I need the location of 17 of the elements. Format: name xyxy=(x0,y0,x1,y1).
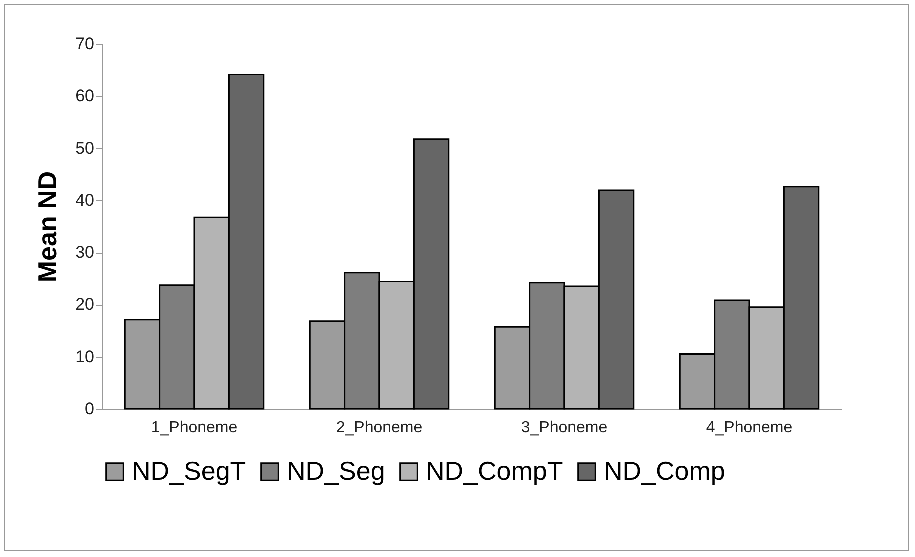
legend-label: ND_CompT xyxy=(426,456,564,486)
legend-label: ND_Comp xyxy=(604,456,726,486)
y-tick-label: 30 xyxy=(76,243,94,262)
y-tick-label: 40 xyxy=(76,190,94,210)
legend-label: ND_SegT xyxy=(132,456,246,486)
y-tick-label: 0 xyxy=(85,400,94,418)
y-tick-label: 20 xyxy=(76,295,94,314)
y-tick-label: 70 xyxy=(76,34,94,54)
x-tick-label: 1_Phoneme xyxy=(151,420,238,436)
y-tick-label: 10 xyxy=(76,347,94,366)
x-tick-label: 4_Phoneme xyxy=(706,420,793,436)
y-tick-label: 50 xyxy=(76,138,94,158)
y-axis-title: Mean ND xyxy=(32,171,63,283)
x-tick-label: 2_Phoneme xyxy=(336,420,423,436)
y-tick-label: 60 xyxy=(76,86,94,106)
x-tick-label: 3_Phoneme xyxy=(521,420,608,436)
legend-label: ND_Seg xyxy=(287,456,386,486)
